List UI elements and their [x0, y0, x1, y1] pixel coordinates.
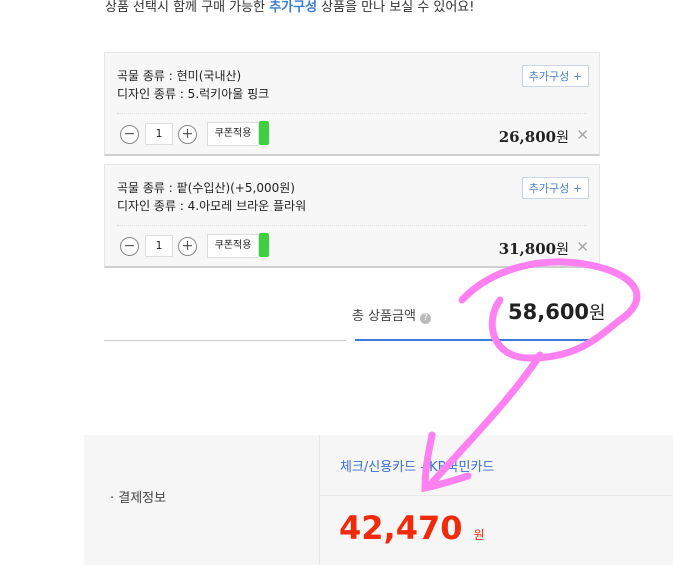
add-option-button[interactable]: 추가구성 +	[521, 177, 589, 199]
quantity-input[interactable]: 1	[145, 123, 173, 145]
option-design: 디자인 종류 : 4.아모레 브라운 플라워	[117, 199, 307, 213]
divider	[117, 113, 587, 114]
payment-method: 체크/신용카드 - KB국민카드	[340, 460, 495, 475]
plus-button[interactable]: +	[178, 237, 197, 256]
payment-amount: 42,470 원	[339, 509, 485, 547]
option-design: 디자인 종류 : 5.럭키아울 핑크	[117, 87, 270, 101]
coupon-button[interactable]: 쿠폰적용	[207, 122, 259, 146]
option-item: 곡물 종류 : 현미(국내산) 디자인 종류 : 5.럭키아울 핑크 추가구성 …	[104, 52, 600, 156]
plus-button[interactable]: +	[178, 125, 197, 144]
add-option-button[interactable]: 추가구성 +	[521, 65, 589, 87]
quantity-input[interactable]: 1	[145, 235, 173, 257]
divider	[117, 225, 587, 226]
remove-icon[interactable]: ✕	[576, 238, 589, 256]
coupon-indicator	[259, 121, 269, 145]
option-grain: 곡물 종류 : 현미(국내산)	[117, 69, 242, 83]
option-grain: 곡물 종류 : 팥(수입산)(+5,000원)	[117, 181, 295, 195]
help-icon: ?	[420, 313, 432, 324]
payment-label: · 결제정보	[110, 491, 167, 506]
total-underline	[355, 339, 598, 341]
item-price: 31,800원	[498, 240, 569, 258]
divider	[104, 340, 346, 341]
total-label: 총 상품금액 ?	[352, 305, 432, 324]
total-price: 58,600원	[508, 300, 606, 324]
remove-icon[interactable]: ✕	[576, 126, 589, 144]
intro-text: 상품 선택시 함께 구매 가능한 추가구성 상품을 만나 보실 수 있어요!	[105, 0, 475, 15]
item-price: 26,800원	[498, 128, 569, 146]
option-item: 곡물 종류 : 팥(수입산)(+5,000원) 디자인 종류 : 4.아모레 브…	[104, 164, 600, 268]
minus-button[interactable]: −	[120, 125, 139, 144]
coupon-indicator	[259, 233, 269, 257]
coupon-button[interactable]: 쿠폰적용	[207, 234, 259, 258]
minus-button[interactable]: −	[120, 237, 139, 256]
payment-section: · 결제정보 체크/신용카드 - KB국민카드 42,470 원	[84, 435, 673, 565]
